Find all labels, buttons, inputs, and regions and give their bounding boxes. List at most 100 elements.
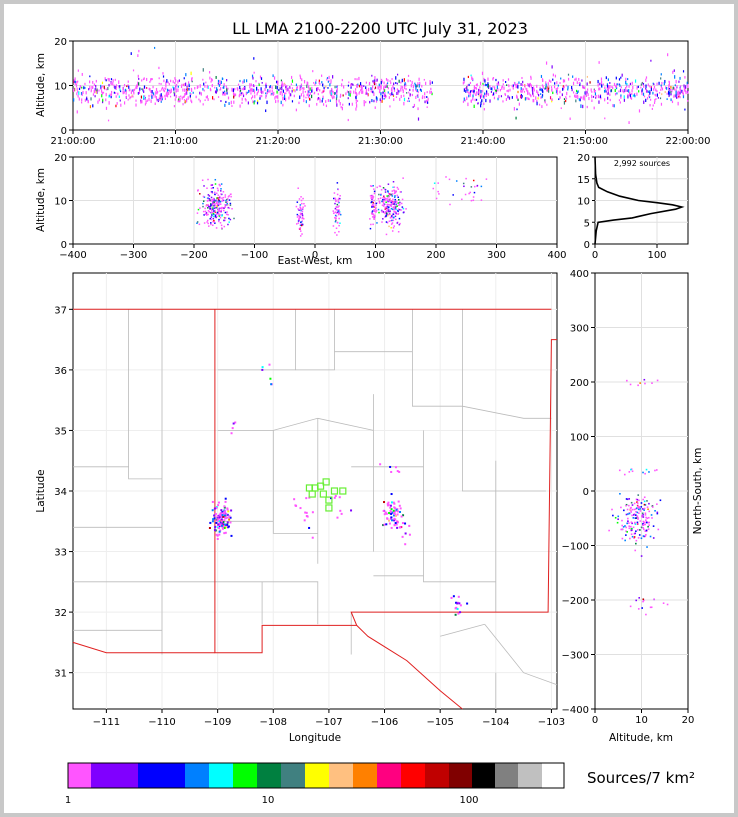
time-height-source [265, 92, 267, 95]
time-height-source [133, 89, 135, 93]
time-height-source [656, 90, 658, 93]
time-height-source [92, 80, 94, 84]
time-height-source [331, 89, 333, 93]
time-height-source [547, 85, 550, 88]
plan-view-source [390, 493, 393, 496]
time-height-source [682, 90, 684, 94]
time-height-source [157, 90, 159, 94]
plan-view-source [224, 497, 227, 500]
ew-height-source [386, 207, 389, 209]
time-height-source [169, 89, 171, 92]
ns-height-source [633, 508, 636, 511]
time-height-source [220, 100, 222, 102]
time-height-source [511, 96, 513, 99]
time-height-source [599, 82, 601, 86]
time-height-source [602, 83, 605, 86]
time-height-source [342, 94, 344, 97]
time-height-source [245, 99, 247, 102]
time-height-source [293, 94, 295, 98]
time-height-source [563, 79, 566, 83]
ew-height-source [384, 208, 386, 210]
time-height-source [276, 95, 278, 99]
time-height-source [410, 84, 412, 88]
time-height-source [110, 90, 113, 94]
time-height-source [322, 97, 324, 100]
time-height-source [246, 79, 248, 83]
plan-view-source [218, 527, 221, 530]
ns-height-source [614, 516, 617, 519]
time-height-source [485, 95, 487, 98]
time-height-source [288, 96, 290, 100]
time-height-source [498, 95, 500, 99]
ew-height-source [218, 183, 221, 186]
ew-height-source [218, 220, 220, 223]
time-height-source [342, 103, 344, 106]
time-height-source [585, 93, 588, 97]
time-height-source [649, 85, 651, 88]
time-height-source [474, 98, 476, 102]
time-height-source [374, 106, 376, 109]
time-height-source [480, 94, 483, 98]
ew-height-source [221, 214, 223, 216]
time-height-source [427, 97, 429, 101]
ew-height-source [373, 209, 375, 211]
hist-y-tick-label: 5 [584, 218, 590, 229]
time-height-source [607, 85, 610, 88]
ns-height-source [651, 506, 654, 508]
ew-height-source [222, 199, 225, 202]
time-height-source [684, 108, 686, 111]
hist-x-tick-label: 100 [647, 250, 666, 261]
ns-height-source [650, 606, 653, 609]
time-height-source [666, 98, 668, 101]
time-height-source [345, 92, 347, 96]
ns-height-source [637, 529, 639, 531]
time-height-source [252, 100, 254, 104]
time-height-source [150, 99, 152, 103]
colorbar-swatch [185, 763, 209, 788]
ns-height-xlabel: Altitude, km [609, 732, 673, 744]
time-height-source [242, 80, 244, 84]
time-height-source [418, 84, 420, 88]
time-height-source [363, 100, 365, 104]
time-height-source [400, 81, 402, 84]
time-height-source [249, 83, 251, 86]
ew-height-source [223, 225, 226, 228]
time-height-source [190, 87, 193, 91]
time-height-source [287, 87, 290, 91]
time-tick-label: 21:40:00 [461, 136, 506, 147]
ns-height-source [643, 500, 646, 503]
ns-height-source [646, 546, 648, 548]
time-height-source [546, 89, 548, 92]
time-height-source [609, 85, 611, 89]
time-height-source [475, 93, 477, 96]
time-height-source [560, 77, 562, 80]
ew-height-source [337, 213, 340, 216]
time-height-source [577, 90, 579, 93]
ew-height-source [199, 193, 201, 195]
ew-height-source [336, 234, 338, 236]
ew-height-source [391, 193, 394, 195]
plan-view-source [457, 595, 460, 598]
time-height-source [146, 99, 148, 102]
time-height-source [119, 85, 121, 88]
ew-height-source [386, 221, 389, 224]
time-height-source [482, 82, 484, 85]
ew-height-source [373, 199, 375, 202]
time-height-source [103, 85, 105, 89]
plan-view-source [308, 496, 311, 499]
ew-height-source [335, 212, 338, 214]
time-height-source [313, 82, 315, 84]
time-height-source [643, 95, 646, 98]
time-height-source [354, 78, 356, 81]
time-height-source [340, 106, 342, 109]
time-height-source [660, 84, 662, 87]
time-height-source [88, 88, 90, 91]
ew-height-source [385, 210, 388, 213]
ns-height-source [628, 527, 631, 530]
ew-height-source [211, 204, 214, 206]
time-height-source [430, 90, 433, 94]
county-border [217, 417, 374, 431]
time-height-source [536, 101, 538, 106]
ew-height-source [401, 206, 404, 208]
ew-height-source [213, 202, 216, 205]
